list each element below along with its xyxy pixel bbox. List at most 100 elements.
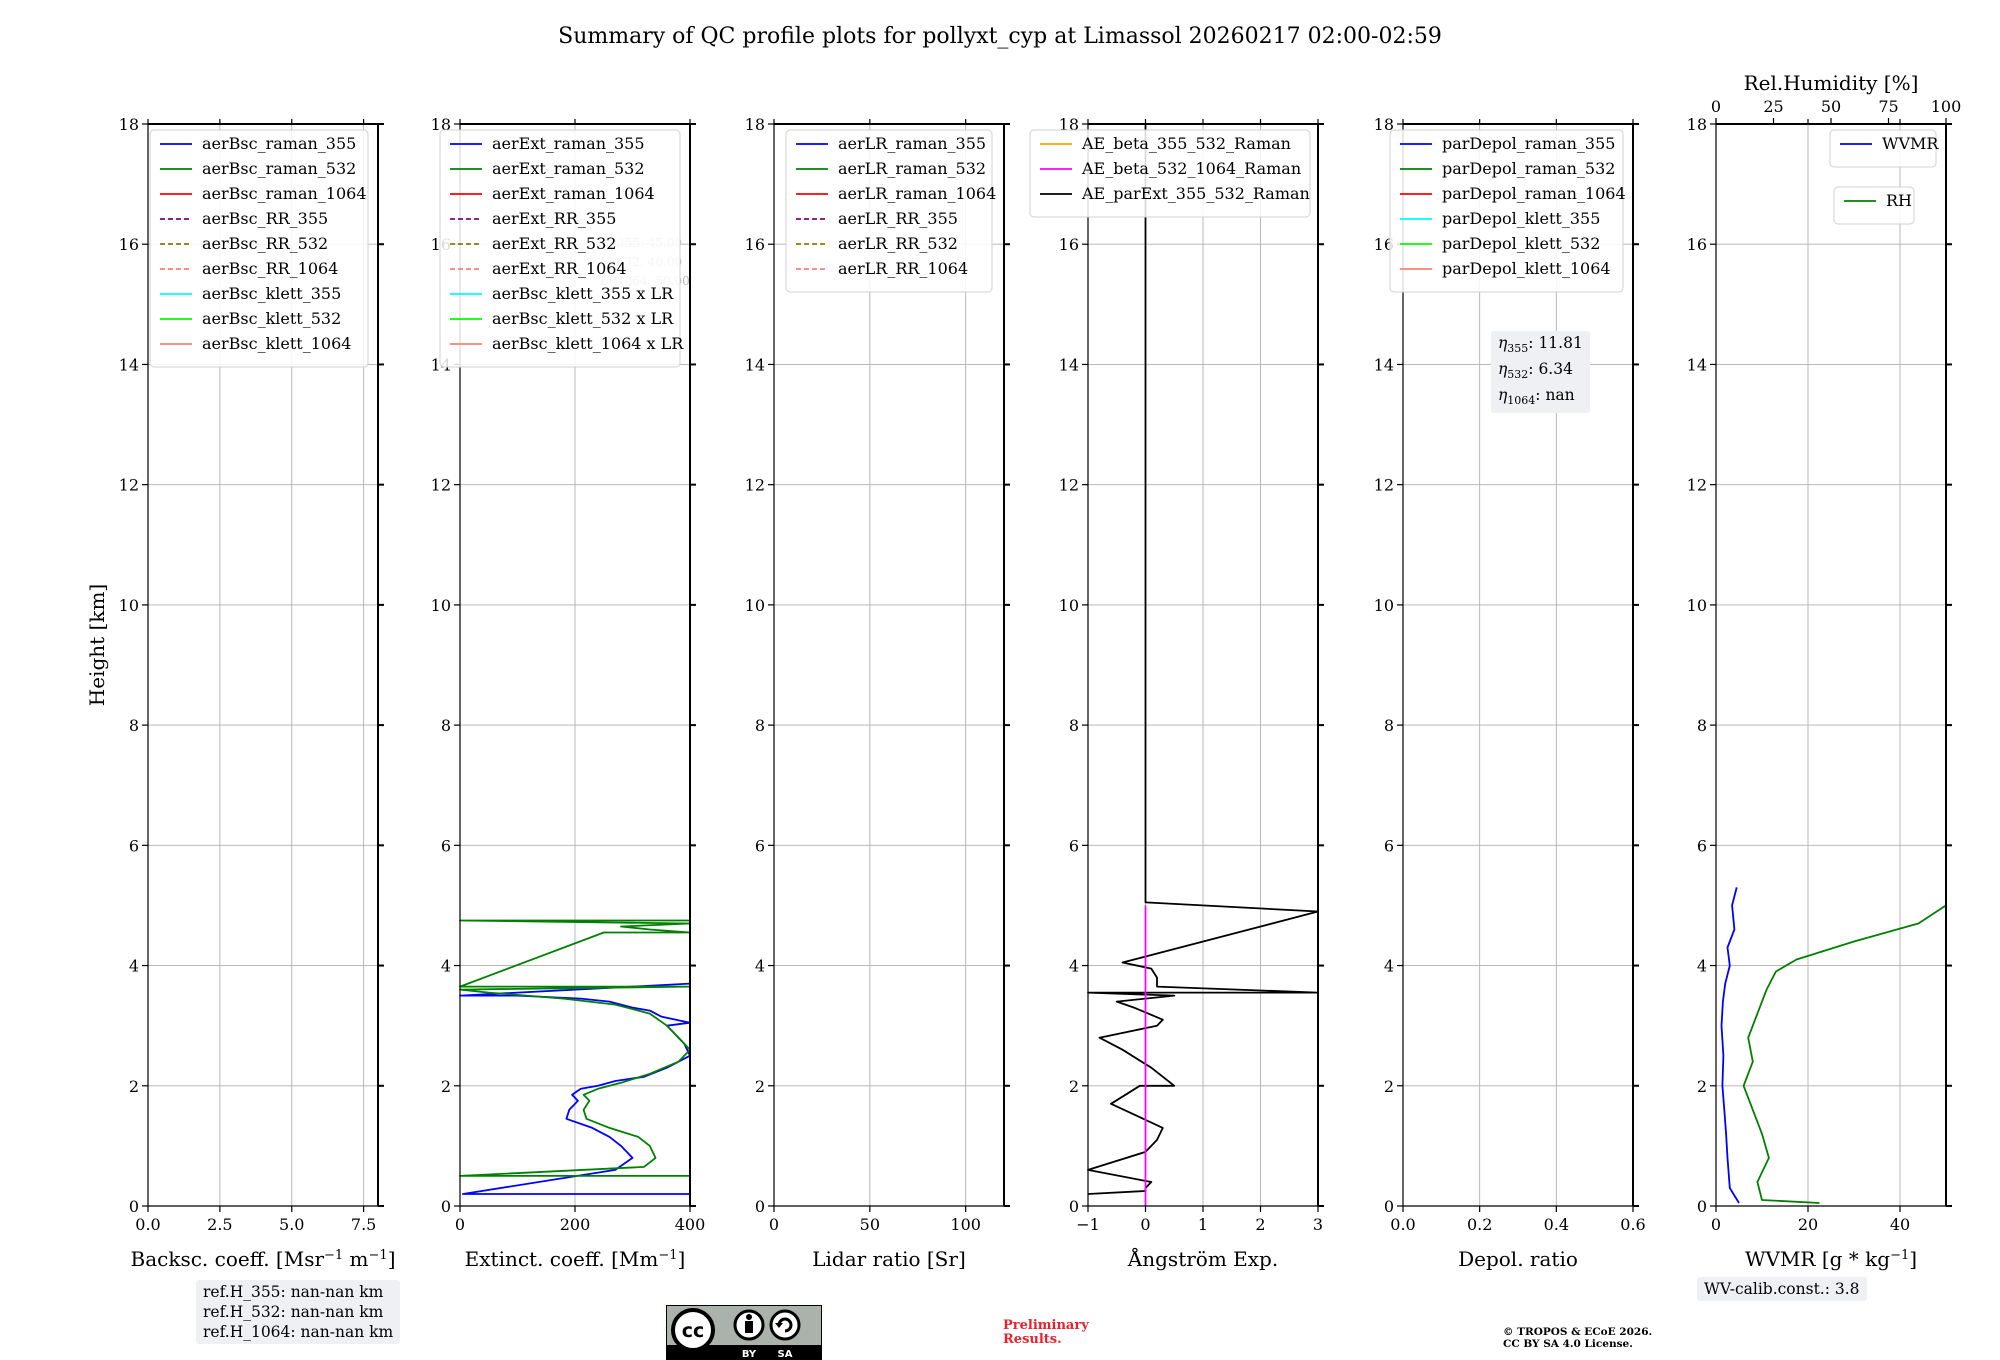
copyright-note: © TROPOS & ECoE 2026. CC BY SA 4.0 Licen…: [1503, 1326, 1653, 1350]
x-tick-label: 0.6: [1620, 1215, 1645, 1234]
y-tick-label: 14: [1059, 355, 1079, 374]
svg-text:cc: cc: [682, 1320, 705, 1342]
legend-label: aerLR_RR_532: [838, 234, 958, 253]
x-tick-label: 0: [455, 1215, 465, 1234]
y-tick-label: 10: [119, 596, 139, 615]
y-tick-label: 10: [745, 596, 765, 615]
legend-label: aerBsc_RR_355: [202, 209, 328, 228]
legend-label: AE_parExt_355_532_Raman: [1081, 184, 1310, 203]
legend-label: aerBsc_raman_532: [202, 159, 356, 178]
cc-by-label: BY: [742, 1349, 757, 1360]
legend-label: aerLR_RR_355: [838, 209, 958, 228]
x-tick-label: 2.5: [207, 1215, 232, 1234]
y-tick-label: 18: [431, 115, 451, 134]
x-tick-label: 50: [860, 1215, 880, 1234]
y-tick-label: 4: [441, 957, 451, 976]
x-tick-label: 5.0: [279, 1215, 304, 1234]
legend-label: aerExt_RR_1064: [492, 259, 627, 278]
legend-label: aerLR_RR_1064: [838, 259, 968, 278]
y-tick-label: 10: [1374, 596, 1394, 615]
refh-box: ref.H_355: nan-nan km ref.H_532: nan-nan…: [196, 1280, 401, 1344]
y-tick-label: 16: [745, 235, 765, 254]
legend-frame: [785, 129, 993, 293]
y-tick-label: 4: [1384, 957, 1394, 976]
eta-box: η355: 11.81 η532: 6.34 η1064: nan: [1491, 331, 1590, 414]
y-tick-label: 18: [1687, 115, 1707, 134]
legend-rh: RH: [1833, 186, 1915, 225]
x-tick-label: 0: [1711, 1215, 1721, 1234]
panel-6: 0 20 40 0 2 4 6 8 10 12 14 16 18 WVMR [g * kg−1] 0 25 50…: [1687, 71, 1962, 1271]
x-axis-label: Depol. ratio: [1458, 1247, 1578, 1271]
legend-label: aerExt_raman_355: [492, 134, 645, 153]
y-tick-label: 4: [1697, 957, 1707, 976]
legend-frame: [149, 129, 369, 368]
legend-frame: [1829, 129, 1937, 168]
legend-label: aerExt_raman_532: [492, 159, 645, 178]
legend-label: AE_beta_532_1064_Raman: [1081, 159, 1301, 178]
x-tick-label: 0: [1140, 1215, 1150, 1234]
x-tick-label: 7.5: [351, 1215, 376, 1234]
legend-label: parDepol_raman_355: [1442, 134, 1615, 153]
y-tick-label: 0: [129, 1197, 139, 1216]
legend-label: aerBsc_klett_355: [202, 284, 341, 303]
y-tick-label: 18: [119, 115, 139, 134]
y-tick-label: 18: [1374, 115, 1394, 134]
legend-label: aerBsc_raman_355: [202, 134, 356, 153]
y-tick-label: 0: [1697, 1197, 1707, 1216]
x-axis-label: Lidar ratio [Sr]: [812, 1247, 966, 1271]
y-tick-label: 14: [1687, 355, 1707, 374]
y-tick-label: 2: [1069, 1077, 1079, 1096]
legend-label: aerBsc_raman_1064: [202, 184, 367, 203]
x-tick-label: 2: [1255, 1215, 1265, 1234]
y-tick-label: 10: [1059, 596, 1079, 615]
y-tick-label: 16: [1059, 235, 1079, 254]
y-tick-label: 6: [1384, 836, 1394, 855]
x-tick-label: 0: [769, 1215, 779, 1234]
legend-label: aerBsc_klett_355 x LR: [492, 284, 674, 303]
legend-label: aerBsc_klett_532: [202, 309, 341, 328]
y-tick-label: 14: [119, 355, 139, 374]
y-tick-label: 6: [129, 836, 139, 855]
legend-label: parDepol_raman_532: [1442, 159, 1615, 178]
y-tick-label: 2: [1384, 1077, 1394, 1096]
cc-icon: [671, 1308, 715, 1352]
legend-label: aerBsc_klett_532 x LR: [492, 309, 674, 328]
legend-frame: [439, 129, 681, 368]
legend-label: RH: [1886, 191, 1912, 210]
series-RH: [1742, 904, 1947, 1204]
y-tick-label: 6: [1069, 836, 1079, 855]
y-tick-label: 14: [1374, 355, 1394, 374]
y-tick-label: 12: [1059, 476, 1079, 495]
y-tick-label: 2: [1697, 1077, 1707, 1096]
x-tick-label: 200: [560, 1215, 591, 1234]
cc-by-sa-badge: cc BY SA: [666, 1305, 822, 1360]
y-tick-label: 14: [745, 355, 765, 374]
top-tick-label: 0: [1711, 97, 1721, 116]
refh-532: ref.H_532: nan-nan km: [203, 1303, 384, 1321]
x-axis-label: WVMR [g * kg−1]: [1745, 1247, 1917, 1271]
eta-532: η532: 6.34: [1498, 360, 1573, 382]
legend-frame: [1833, 186, 1915, 225]
eta-1064: η1064: nan: [1498, 386, 1575, 408]
legend-label: aerLR_raman_532: [838, 159, 986, 178]
x-tick-label: 100: [950, 1215, 981, 1234]
y-tick-label: 12: [1374, 476, 1394, 495]
y-tick-label: 4: [129, 957, 139, 976]
top-axis-label: Rel.Humidity [%]: [1744, 71, 1919, 95]
legend-label: aerExt_raman_1064: [492, 184, 655, 203]
x-tick-label: 20: [1798, 1215, 1818, 1234]
y-tick-label: 16: [119, 235, 139, 254]
x-tick-label: 1: [1198, 1215, 1208, 1234]
series-aerExt_raman_355: [459, 982, 691, 1195]
legend-angstrom: AE_beta_355_532_Raman AE_beta_532_1064_Ra…: [1029, 129, 1311, 218]
y-tick-label: 12: [745, 476, 765, 495]
x-tick-label: 0.0: [135, 1215, 160, 1234]
legend-depol: parDepol_raman_355 parDepol_raman_532 parD…: [1389, 129, 1626, 293]
wv-calib-text: WV-calib.const.: 3.8: [1704, 1280, 1860, 1298]
top-tick-label: 75: [1878, 97, 1898, 116]
x-tick-label: 0.0: [1390, 1215, 1415, 1234]
legend-label: parDepol_raman_1064: [1442, 184, 1626, 203]
y-tick-label: 2: [755, 1077, 765, 1096]
